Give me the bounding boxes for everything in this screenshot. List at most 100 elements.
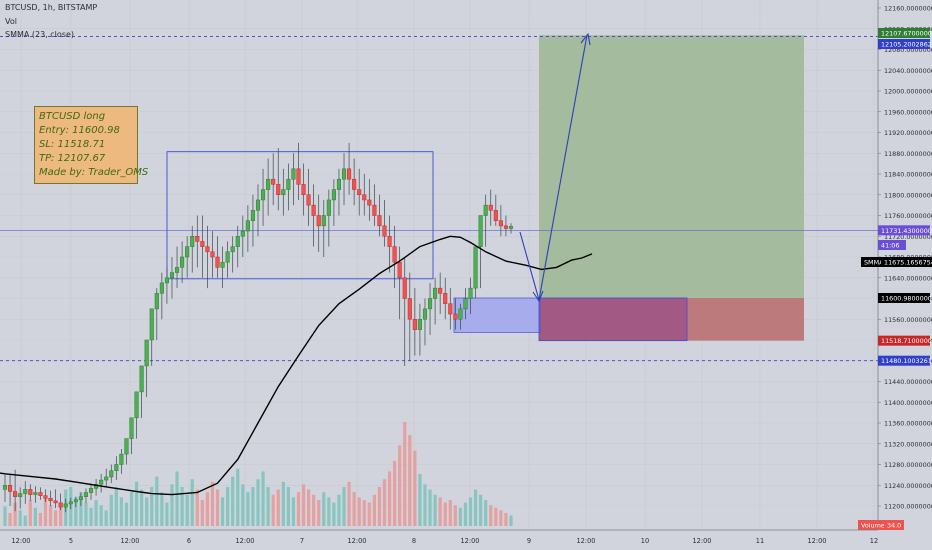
entry-price-label: 11600.9800000 xyxy=(881,294,932,302)
countdown-label-bg xyxy=(878,240,906,250)
volume-bar xyxy=(357,497,361,526)
volume-bar xyxy=(468,497,473,526)
candle-body xyxy=(463,298,468,310)
candle-body xyxy=(266,178,271,190)
volume-bar xyxy=(140,489,144,526)
price-tick-label: 11760.0000000 xyxy=(884,212,932,220)
profit-zone xyxy=(539,35,804,298)
note-line: Made by: Trader_OMS xyxy=(39,167,149,178)
volume-bar xyxy=(13,502,17,526)
volume-bar xyxy=(43,497,48,526)
candle-body xyxy=(316,215,321,227)
candle-body xyxy=(119,453,124,465)
tp-price-label-bg xyxy=(878,28,930,38)
candle-body xyxy=(276,184,281,195)
volume-bar xyxy=(231,476,235,526)
candle-body xyxy=(382,225,387,237)
candle-body xyxy=(255,199,261,211)
volume-bar xyxy=(134,481,139,526)
volume-bar xyxy=(317,500,321,526)
candle-body xyxy=(448,303,453,315)
volume-bar xyxy=(332,502,336,526)
candle-body xyxy=(326,199,331,216)
price-tick-label: 11280.0000000 xyxy=(884,461,932,469)
candle-body xyxy=(422,308,428,320)
candle-body xyxy=(174,267,180,273)
candle-body xyxy=(331,189,336,201)
smma-legend[interactable]: SMMA (23, close) xyxy=(5,30,75,39)
candle-body xyxy=(68,501,73,505)
arrow-head xyxy=(580,32,591,46)
time-tick-label: 12:00 xyxy=(807,537,826,545)
price-tick-label: 12160.0000000 xyxy=(884,5,932,13)
trade-note[interactable]: BTCUSD long Entry: 11600.98 SL: 11518.71… xyxy=(34,106,149,184)
symbol-legend[interactable]: BTCUSD, 1h, BITSTAMP xyxy=(5,3,98,12)
volume-bar xyxy=(99,505,103,526)
last-price-label: 11731.4300000 xyxy=(881,227,932,235)
entry-zone xyxy=(453,297,541,333)
candle-body xyxy=(392,246,397,263)
volume-bar xyxy=(190,479,194,526)
candle-body xyxy=(417,319,422,330)
smma-tag-bg xyxy=(861,257,883,267)
volume-bar xyxy=(79,492,83,526)
candle-body xyxy=(311,204,316,216)
time-tick-label: 12:00 xyxy=(11,537,30,545)
candle-body xyxy=(483,204,488,216)
volume-bar xyxy=(210,481,215,526)
candle-body xyxy=(124,438,129,455)
candle-body xyxy=(235,236,240,247)
candle-body xyxy=(286,178,291,190)
price-tick-label: 11840.0000000 xyxy=(884,171,932,179)
time-tick-label: 8 xyxy=(412,537,416,545)
volume-legend[interactable]: Vol xyxy=(5,17,17,26)
price-axis-background xyxy=(878,0,932,550)
candle-body xyxy=(296,168,301,185)
candle-body xyxy=(407,298,412,320)
volume-bar xyxy=(428,489,432,526)
candle-body xyxy=(438,287,443,294)
price-tick-label: 11920.0000000 xyxy=(884,129,932,137)
volume-bar xyxy=(94,500,98,526)
candle-body xyxy=(387,236,392,247)
volume-bar xyxy=(347,481,351,526)
time-tick-label: 12:00 xyxy=(576,537,595,545)
note-line: TP: 12107.67 xyxy=(39,153,106,164)
volume-bar xyxy=(129,492,134,526)
volume-tag: Volume xyxy=(861,522,885,530)
candle-body xyxy=(412,319,417,330)
volume-bar xyxy=(484,500,488,526)
volume-bar xyxy=(124,502,129,526)
volume-bar xyxy=(337,494,341,526)
volume-bar xyxy=(489,505,493,526)
candle-body xyxy=(291,168,296,180)
candle-body xyxy=(33,492,38,495)
volume-bar xyxy=(367,502,371,526)
candle-body xyxy=(453,313,458,320)
candle-body xyxy=(13,491,18,497)
lower-dashed-price-label-bg xyxy=(878,355,930,366)
volume-value-label: 34.0 xyxy=(887,522,901,530)
volume-bar xyxy=(393,461,397,526)
candle-body xyxy=(48,497,53,502)
volume-bar xyxy=(423,484,427,526)
volume-bar xyxy=(342,487,346,526)
candle-body xyxy=(433,287,438,299)
candle-body xyxy=(104,476,109,481)
candle-body xyxy=(23,489,28,494)
candle-body xyxy=(372,204,377,216)
candle-body xyxy=(245,220,250,232)
volume-bar xyxy=(382,479,387,526)
candle-body xyxy=(144,339,149,367)
price-tick-label: 12000.0000000 xyxy=(884,88,932,96)
candle-body xyxy=(443,293,448,304)
candle-body xyxy=(220,261,225,268)
volume-bar xyxy=(236,468,240,526)
volume-bar xyxy=(291,497,296,526)
volume-bar xyxy=(433,494,437,526)
candle-body xyxy=(8,485,13,492)
volume-bar xyxy=(256,479,260,526)
price-tick-label: 11640.0000000 xyxy=(884,274,932,282)
volume-value-label-bg xyxy=(884,520,904,530)
